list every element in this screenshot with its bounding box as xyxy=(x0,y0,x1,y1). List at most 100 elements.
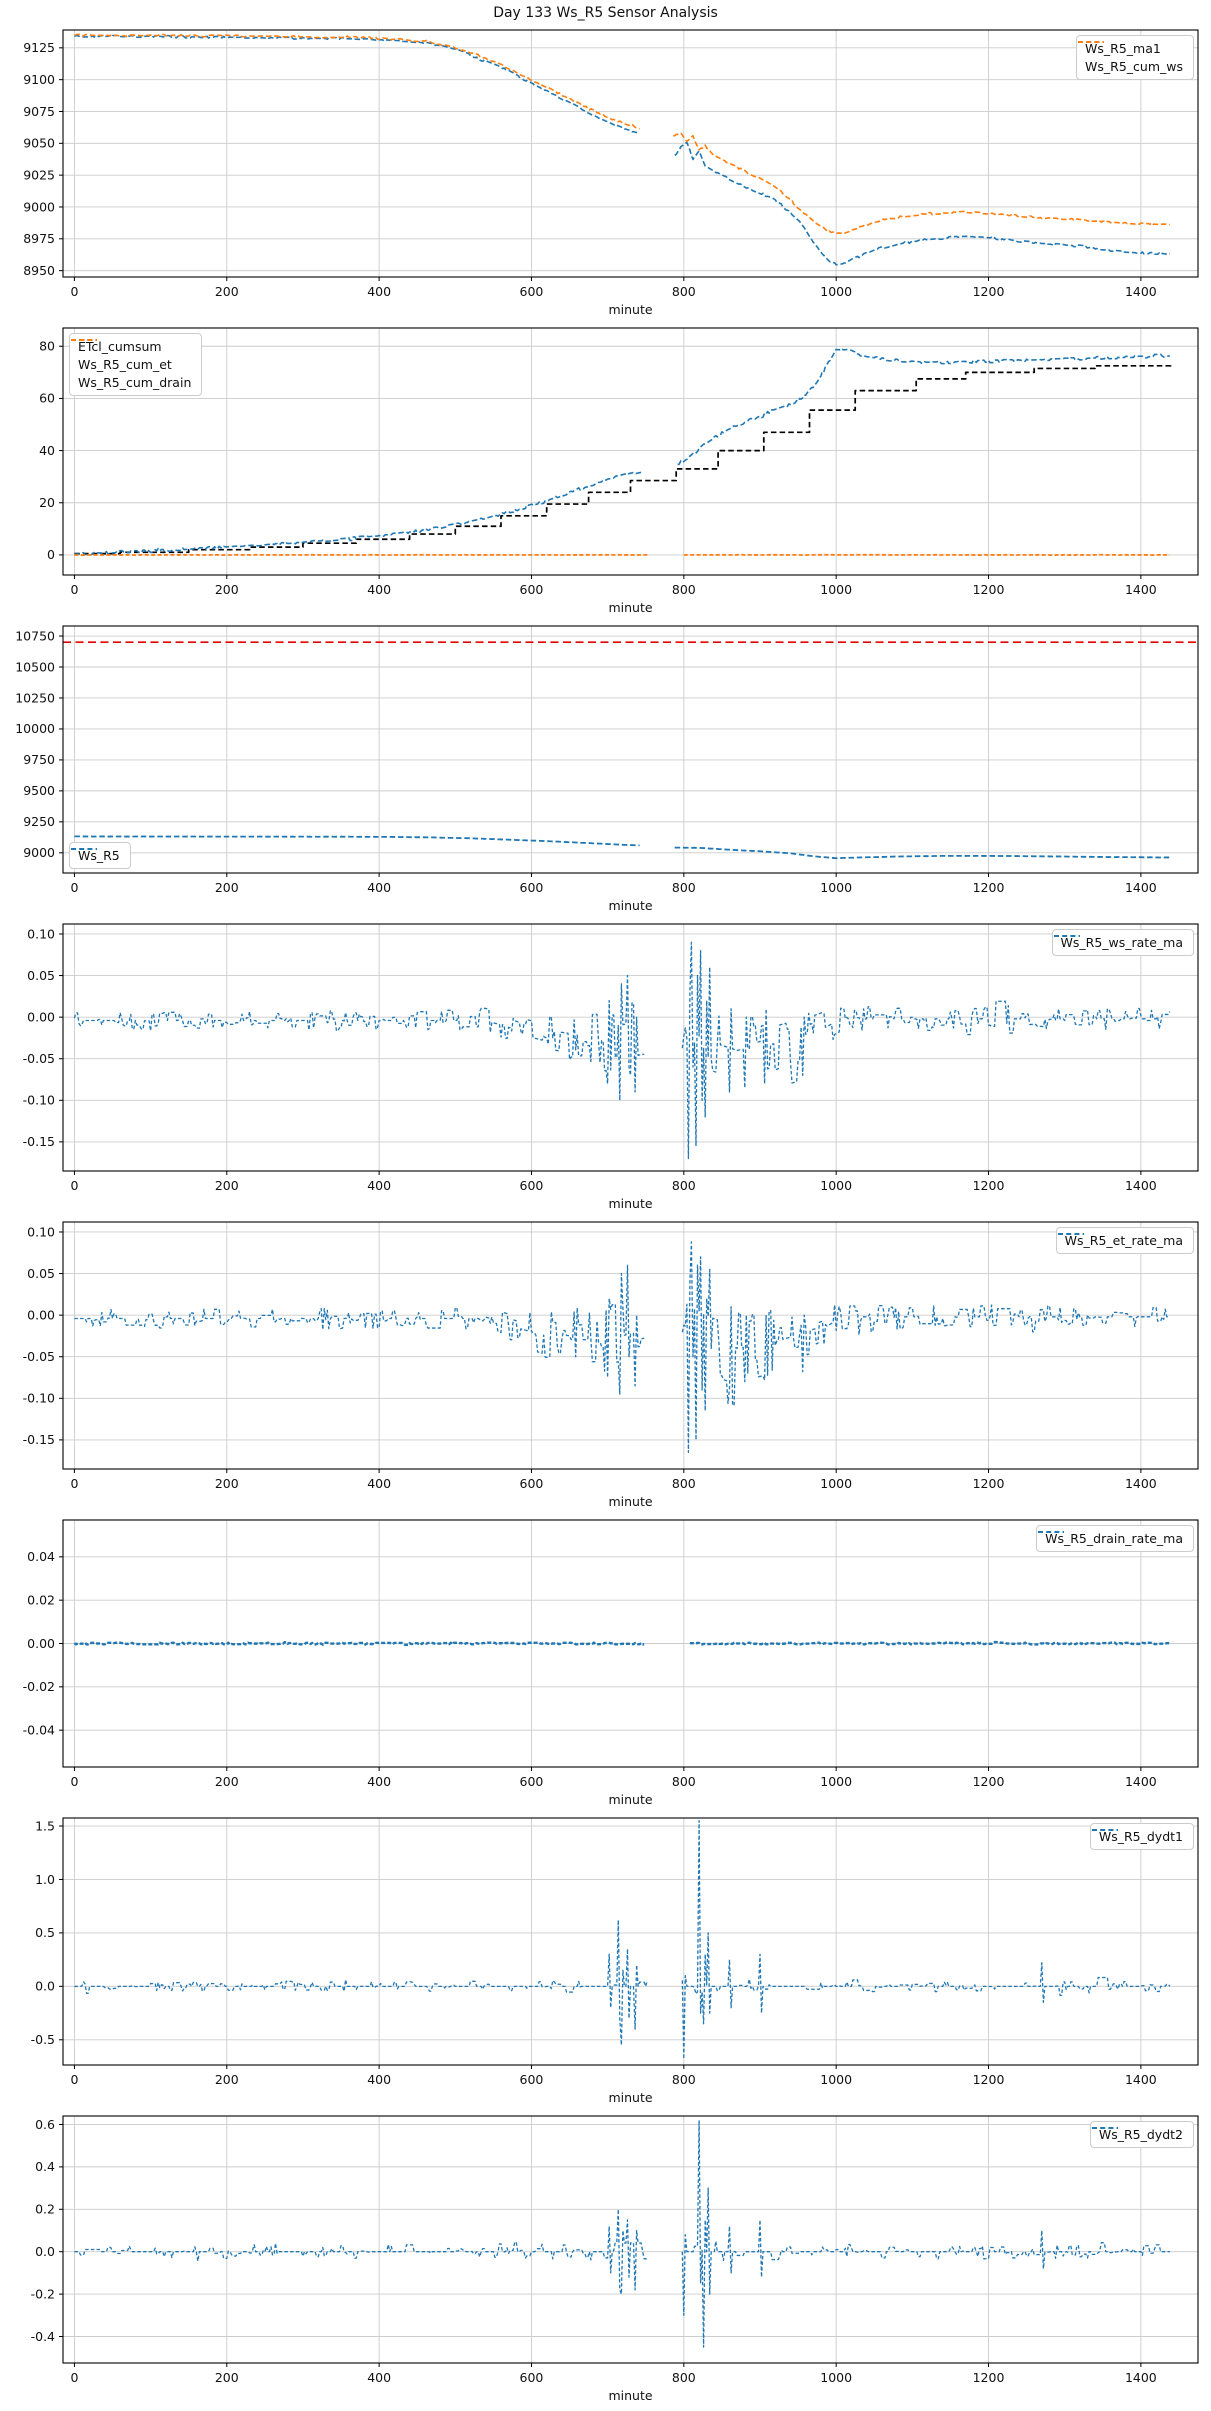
ytick-label: 10750 xyxy=(15,628,55,643)
legend-label: Ws_R5_ma1 xyxy=(1085,41,1161,56)
series-Ws_R5_cum_ws xyxy=(74,33,640,130)
ytick-label: 0.04 xyxy=(27,1549,55,1564)
xtick-label: 1400 xyxy=(1125,2370,1157,2385)
xtick-label: 1200 xyxy=(973,1774,1005,1789)
ytick-label: -0.5 xyxy=(31,2032,55,2047)
xtick-label: 1000 xyxy=(820,2072,852,2087)
legend-label: Ws_R5_cum_drain xyxy=(78,375,192,390)
xtick-label: 1400 xyxy=(1125,1178,1157,1193)
series-Ws_R5 xyxy=(74,835,640,847)
legend-et-rate-ma: Ws_R5_et_rate_ma xyxy=(1055,1227,1194,1254)
legend-line-sample xyxy=(1091,1829,1118,1831)
xtick-label: 600 xyxy=(520,284,544,299)
xtick-label: 200 xyxy=(215,1476,239,1491)
chart-ma1-cum-ws-canvas: 8950 8975 9000 9025 9050 9075 9100 9125 0 200 400 6… xyxy=(23,29,1199,317)
chart-dydt1: 1.5 1.0 0.5 0.0 -0.5 0 200 400 600 800 1000 1200 140… xyxy=(0,1810,1211,2108)
x-axis-label: minute xyxy=(608,2090,652,2105)
chart-dydt2: 0.6 0.4 0.2 0.0 -0.2 -0.4 0 200 400 600 800 1000 120… xyxy=(0,2108,1211,2406)
legend-line-sample xyxy=(1038,1531,1065,1533)
legend-label: Ws_R5_drain_rate_ma xyxy=(1045,1531,1183,1546)
ytick-label: -0.15 xyxy=(23,1432,55,1447)
ytick-label: -0.4 xyxy=(31,2329,55,2344)
legend-line-sample xyxy=(1078,41,1105,43)
ytick-label: -0.10 xyxy=(23,1391,55,1406)
legend-entry: Ws_R5_et_rate_ma xyxy=(1057,1232,1183,1249)
legend-ws-rate-ma: Ws_R5_ws_rate_ma xyxy=(1051,929,1194,956)
axes-frame xyxy=(62,327,1199,576)
xtick-label: 0 xyxy=(70,2370,78,2385)
ytick-label: 1.5 xyxy=(35,1818,55,1833)
xtick-label: 1000 xyxy=(820,284,852,299)
series-Ws_R5_ma1 xyxy=(674,141,1170,266)
xtick-label: 800 xyxy=(672,1178,696,1193)
figure-canvas: 8950 8975 9000 9025 9050 9075 9100 9125 0 200 400 6… xyxy=(0,22,1211,2406)
xtick-label: 400 xyxy=(367,1476,391,1491)
xtick-label: 0 xyxy=(70,880,78,895)
xtick-label: 0 xyxy=(70,2072,78,2087)
series-Ws_R5_dydt1 xyxy=(681,1820,1171,2060)
x-axis-label: minute xyxy=(608,302,652,317)
xtick-label: 1200 xyxy=(973,284,1005,299)
legend-drain-rate-ma: Ws_R5_drain_rate_ma xyxy=(1036,1525,1194,1552)
legend-line-sample xyxy=(71,339,97,341)
xtick-label: 800 xyxy=(672,582,696,597)
ytick-label: 20 xyxy=(39,495,55,510)
ytick-label: 0.05 xyxy=(27,968,55,983)
axes-frame xyxy=(62,923,1199,1172)
ytick-label: 9000 xyxy=(23,845,55,860)
ytick-label: 0.0 xyxy=(35,1979,55,1994)
xtick-label: 600 xyxy=(520,1178,544,1193)
legend-label: Ws_R5_cum_et xyxy=(78,357,172,372)
ytick-label: 9075 xyxy=(23,104,55,119)
xtick-label: 400 xyxy=(367,1178,391,1193)
legend-label: Ws_R5_ws_rate_ma xyxy=(1060,935,1183,950)
legend-label: Ws_R5 xyxy=(78,848,120,863)
xtick-label: 1000 xyxy=(820,880,852,895)
legend-entry: Ws_R5_ws_rate_ma xyxy=(1053,934,1183,951)
chart-ws-r5-level-canvas: 9000 9250 9500 9750 10000 10250 10500 10750 0 200… xyxy=(15,625,1199,913)
xtick-label: 1000 xyxy=(820,1178,852,1193)
ytick-label: 9750 xyxy=(23,752,55,767)
xtick-label: 1400 xyxy=(1125,1774,1157,1789)
xtick-label: 400 xyxy=(367,1774,391,1789)
xtick-label: 200 xyxy=(215,2072,239,2087)
xtick-label: 1200 xyxy=(973,2370,1005,2385)
xtick-label: 1400 xyxy=(1125,284,1157,299)
ytick-label: -0.2 xyxy=(31,2286,55,2301)
xtick-label: 400 xyxy=(367,2072,391,2087)
xtick-label: 0 xyxy=(70,1476,78,1491)
chart-cumsum: 0 20 40 60 80 0 200 400 600 800 1000 1200 1400 minute… xyxy=(0,320,1211,618)
axes-frame xyxy=(62,1221,1199,1470)
figure-title: Day 133 Ws_R5 Sensor Analysis xyxy=(493,5,718,21)
x-axis-label: minute xyxy=(608,1196,652,1211)
xtick-label: 1000 xyxy=(820,1476,852,1491)
xtick-label: 800 xyxy=(672,284,696,299)
ytick-label: 1.0 xyxy=(35,1872,55,1887)
legend-entry: Ws_R5_dydt1 xyxy=(1091,1828,1183,1845)
legend-label: ETcl_cumsum xyxy=(78,339,162,354)
axes-frame xyxy=(62,2115,1199,2364)
ytick-label: 0.0 xyxy=(35,2244,55,2259)
ytick-label: 8975 xyxy=(23,231,55,246)
xtick-label: 1400 xyxy=(1125,2072,1157,2087)
ytick-label: 80 xyxy=(39,339,55,354)
xtick-label: 200 xyxy=(215,1178,239,1193)
xtick-label: 1400 xyxy=(1125,1476,1157,1491)
ytick-label: -0.05 xyxy=(23,1051,55,1066)
xtick-label: 800 xyxy=(672,1774,696,1789)
legend-label: Ws_R5_et_rate_ma xyxy=(1064,1233,1183,1248)
xtick-label: 1200 xyxy=(973,2072,1005,2087)
series-Ws_R5_cum_ws xyxy=(673,132,1170,235)
xtick-label: 600 xyxy=(520,582,544,597)
series-Ws_R5_dydt1 xyxy=(74,1919,648,2046)
series-Ws_R5_ma1 xyxy=(74,34,639,134)
x-axis-label: minute xyxy=(608,1792,652,1807)
xtick-label: 1200 xyxy=(973,582,1005,597)
legend-dydt2: Ws_R5_dydt2 xyxy=(1089,2121,1194,2148)
xtick-label: 0 xyxy=(70,1774,78,1789)
series-Ws_R5_cum_et xyxy=(677,348,1170,466)
series-Ws_R5_et_rate_ma xyxy=(681,1241,1170,1454)
series-Ws_R5_drain_rate_ma xyxy=(73,1640,645,1647)
xtick-label: 0 xyxy=(70,284,78,299)
